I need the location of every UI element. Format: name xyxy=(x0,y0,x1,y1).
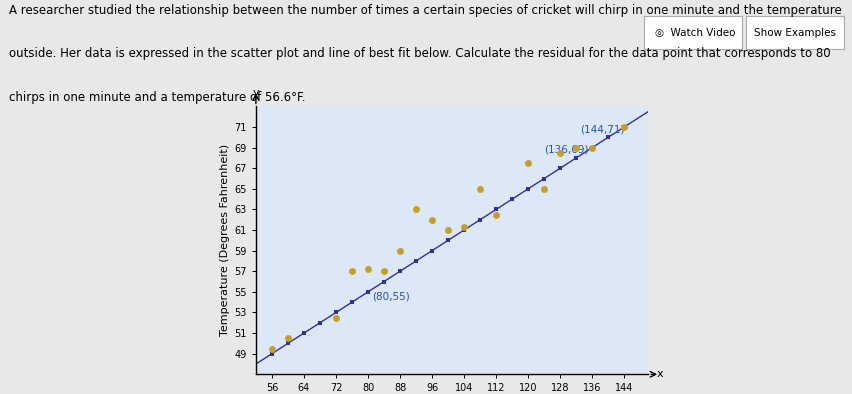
Text: Show Examples: Show Examples xyxy=(753,28,836,37)
Text: (136,69): (136,69) xyxy=(544,145,588,155)
Point xyxy=(409,258,423,264)
Point xyxy=(265,346,279,352)
Point xyxy=(329,314,343,321)
Point xyxy=(281,340,295,347)
Point xyxy=(569,145,583,151)
Point xyxy=(281,335,295,341)
Text: ◎  Watch Video: ◎ Watch Video xyxy=(654,28,734,37)
Y-axis label: Temperature (Degrees Fahrenheit): Temperature (Degrees Fahrenheit) xyxy=(220,144,230,336)
Point xyxy=(521,186,534,192)
Point xyxy=(504,196,518,202)
Text: A researcher studied the relationship between the number of times a certain spec: A researcher studied the relationship be… xyxy=(9,4,840,17)
Point xyxy=(569,155,583,161)
Point xyxy=(345,268,359,274)
Point xyxy=(265,351,279,357)
Point xyxy=(313,320,326,326)
Point xyxy=(521,160,534,166)
Text: (144,71): (144,71) xyxy=(579,124,624,134)
Text: x: x xyxy=(656,369,663,379)
Point xyxy=(360,289,374,295)
Point xyxy=(393,268,406,274)
Point xyxy=(425,247,439,254)
Point xyxy=(457,224,470,230)
Text: outside. Her data is expressed in the scatter plot and line of best fit below. C: outside. Her data is expressed in the sc… xyxy=(9,47,829,60)
Point xyxy=(617,124,630,130)
Point xyxy=(377,279,390,285)
Point xyxy=(617,124,630,130)
Point xyxy=(425,217,439,223)
Point xyxy=(601,134,614,140)
Point xyxy=(440,227,454,233)
Text: (80,55): (80,55) xyxy=(371,291,409,301)
Point xyxy=(440,237,454,243)
Point xyxy=(377,268,390,274)
Point xyxy=(584,145,598,151)
Text: chirps in one minute and a temperature of 56.6°F.: chirps in one minute and a temperature o… xyxy=(9,91,305,104)
Point xyxy=(537,186,550,192)
Point xyxy=(457,227,470,233)
Point xyxy=(296,330,310,336)
Point xyxy=(393,247,406,254)
Point xyxy=(409,206,423,213)
Point xyxy=(489,212,503,218)
Text: y: y xyxy=(252,88,259,98)
Point xyxy=(473,217,486,223)
Point xyxy=(329,309,343,316)
Point xyxy=(360,266,374,272)
Point xyxy=(584,145,598,151)
Point xyxy=(553,165,567,171)
Point xyxy=(553,150,567,156)
Point xyxy=(537,175,550,182)
Point xyxy=(473,186,486,192)
Point xyxy=(345,299,359,305)
Point xyxy=(489,206,503,213)
